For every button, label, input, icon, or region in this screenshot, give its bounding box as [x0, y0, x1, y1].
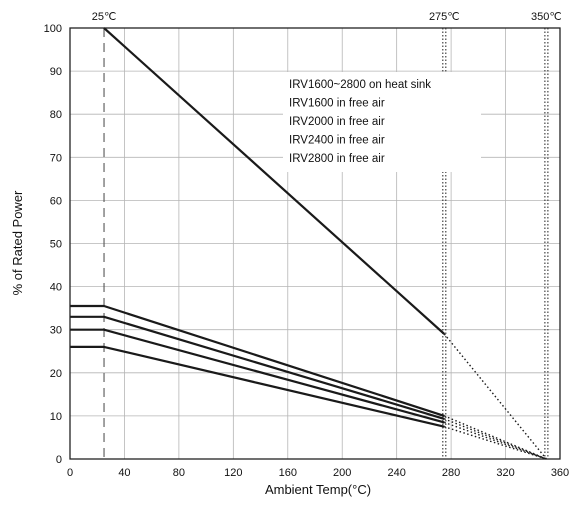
y-tick-label-5: 50 — [50, 239, 62, 251]
series-lines — [70, 27, 547, 460]
series-extension-0 — [443, 333, 547, 460]
plot-frame — [69, 27, 561, 460]
x-tick-label-3: 120 — [224, 467, 242, 479]
series-line-1 — [70, 345, 445, 428]
legend-box — [283, 72, 481, 172]
y-tick-label-2: 20 — [50, 368, 62, 380]
x-tick-label-8: 320 — [496, 467, 514, 479]
series-line-4 — [70, 304, 445, 417]
legend: IRV1600~2800 on heat sink IRV1600 in free… — [283, 72, 481, 172]
x-tick-label-1: 40 — [118, 467, 130, 479]
y-tick-label-10: 100 — [44, 23, 62, 35]
reference-label-1: 275℃ — [429, 11, 460, 23]
series-line-3 — [70, 315, 445, 420]
reference-label-2: 350℃ — [531, 11, 562, 23]
y-tick-label-7: 70 — [50, 152, 62, 164]
legend-item-3: IRV2400 in free air — [289, 135, 385, 147]
x-axis-title: Ambient Temp(°C) — [265, 482, 371, 497]
y-tick-labels: 0 10 20 30 40 50 60 70 80 90 100 — [44, 23, 62, 466]
x-tick-label-0: 0 — [67, 467, 73, 479]
reference-labels: 25℃ 275℃ 350℃ — [92, 11, 562, 23]
legend-item-4: IRV2800 in free air — [289, 153, 385, 165]
series-line-0 — [103, 27, 446, 335]
x-tick-labels: 0 40 80 120 160 200 240 280 320 360 — [67, 467, 569, 479]
legend-item-2: IRV2000 in free air — [289, 116, 385, 128]
x-tick-label-4: 160 — [279, 467, 297, 479]
x-tick-label-9: 360 — [551, 467, 569, 479]
y-tick-label-6: 60 — [50, 195, 62, 207]
legend-item-1: IRV1600 in free air — [289, 98, 385, 110]
y-tick-label-1: 10 — [50, 411, 62, 423]
y-tick-label-4: 40 — [50, 282, 62, 294]
y-axis-title: % of Rated Power — [10, 190, 25, 295]
y-tick-label-0: 0 — [56, 454, 62, 466]
series-extension-3 — [444, 418, 547, 460]
y-tick-label-8: 80 — [50, 109, 62, 121]
reference-lines — [103, 28, 549, 459]
series-extension-1 — [444, 426, 547, 460]
series-extension-4 — [444, 415, 547, 460]
legend-item-0: IRV1600~2800 on heat sink — [289, 79, 431, 91]
x-tick-label-6: 240 — [387, 467, 405, 479]
x-tick-label-5: 200 — [333, 467, 351, 479]
y-tick-label-9: 90 — [50, 66, 62, 78]
x-tick-label-2: 80 — [173, 467, 185, 479]
x-tick-label-7: 280 — [442, 467, 460, 479]
series-line-2 — [70, 328, 445, 424]
y-tick-label-3: 30 — [50, 325, 62, 337]
reference-label-0: 25℃ — [92, 11, 117, 23]
